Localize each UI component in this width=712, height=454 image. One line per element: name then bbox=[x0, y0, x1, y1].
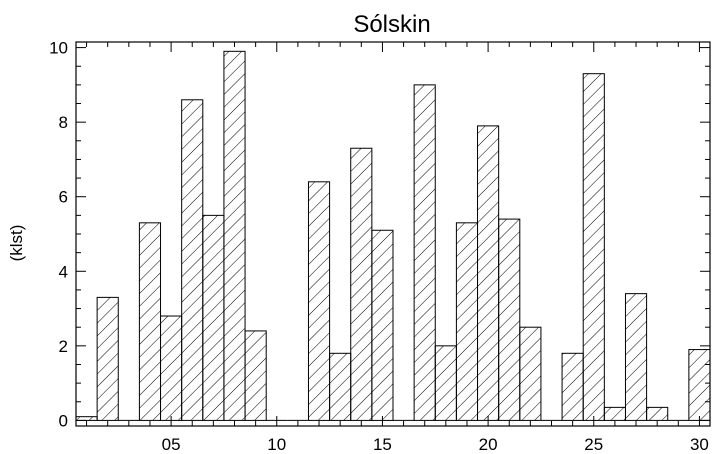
bar bbox=[646, 406, 669, 421]
bar bbox=[519, 326, 542, 421]
chart-title: Sólskin bbox=[353, 11, 430, 38]
y-tick-label: 0 bbox=[59, 411, 68, 430]
y-axis-label: (klst) bbox=[7, 225, 26, 262]
x-tick-label: 25 bbox=[584, 435, 603, 454]
bar bbox=[202, 214, 225, 421]
x-tick-label: 05 bbox=[162, 435, 181, 454]
bar bbox=[75, 416, 98, 421]
bar bbox=[371, 229, 394, 421]
y-tick-label: 6 bbox=[59, 188, 68, 207]
bar bbox=[160, 315, 183, 421]
bar bbox=[413, 84, 436, 421]
y-tick-label: 2 bbox=[59, 337, 68, 356]
bar bbox=[350, 147, 373, 421]
bar bbox=[561, 352, 584, 421]
bar bbox=[455, 222, 479, 421]
bar bbox=[477, 125, 500, 421]
x-tick-label: 30 bbox=[690, 435, 709, 454]
bar bbox=[138, 222, 162, 421]
bar bbox=[244, 330, 267, 421]
x-tick-label: 15 bbox=[373, 435, 392, 454]
bar bbox=[329, 352, 352, 421]
bar bbox=[307, 181, 331, 421]
bar bbox=[624, 293, 648, 421]
x-tick-label: 20 bbox=[479, 435, 498, 454]
bar bbox=[688, 349, 711, 421]
ticks-group: 0 2 4 6 8 10 05 10 15 20 25 30 bbox=[49, 39, 710, 454]
bar bbox=[498, 218, 521, 421]
x-tick-label: 10 bbox=[267, 435, 286, 454]
bar bbox=[582, 73, 605, 421]
y-tick-label: 8 bbox=[59, 113, 68, 132]
y-tick-label: 4 bbox=[59, 262, 68, 281]
bars-group bbox=[75, 50, 711, 421]
bar bbox=[181, 99, 204, 421]
y-tick-label: 10 bbox=[49, 39, 68, 58]
bar bbox=[603, 406, 626, 421]
bar bbox=[96, 296, 119, 421]
bar bbox=[223, 50, 246, 421]
bar bbox=[434, 345, 457, 421]
